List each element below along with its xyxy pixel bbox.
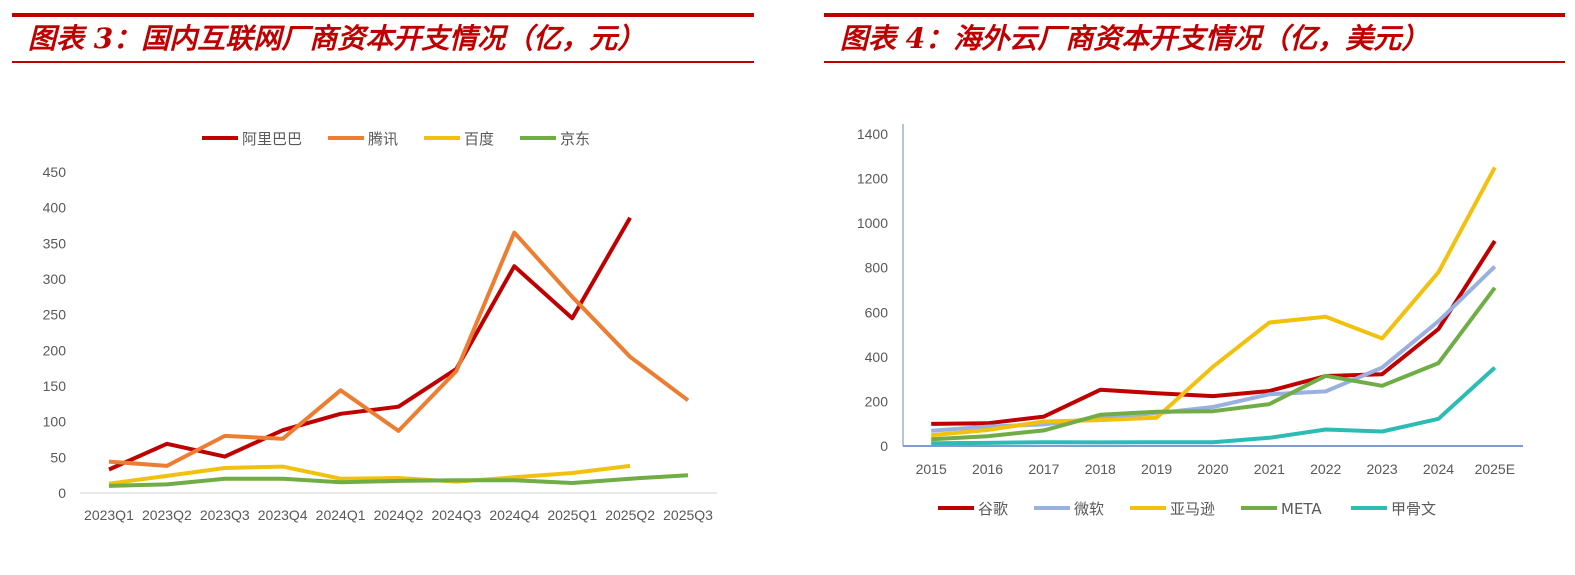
x-tick-label: 2018 — [1085, 461, 1116, 477]
x-tick-label: 2025Q1 — [547, 507, 597, 523]
legend-item: 谷歌 — [938, 500, 1008, 518]
x-tick-label: 2023Q1 — [84, 507, 134, 523]
chart-panel-domestic: 图表 3：国内互联网厂商资本开支情况（亿，元） — [12, 0, 754, 575]
title-rule-top — [12, 13, 754, 17]
series-line — [108, 473, 689, 488]
legend-label: 甲骨文 — [1391, 500, 1436, 518]
x-tick-label: 2020 — [1197, 461, 1228, 477]
x-tick-label: 2024Q3 — [431, 507, 481, 523]
title-rule-bottom — [12, 61, 754, 63]
legend-label: 亚马逊 — [1170, 500, 1215, 518]
y-tick-label: 250 — [43, 307, 67, 323]
x-tick-label: 2023Q4 — [258, 507, 308, 523]
y-tick-label: 800 — [865, 260, 889, 276]
y-tick-label: 1000 — [857, 215, 888, 231]
legend-label: 微软 — [1074, 500, 1104, 518]
legend-label: 阿里巴巴 — [242, 130, 302, 148]
legend-item: META — [1241, 500, 1322, 518]
series-line — [931, 286, 1497, 442]
legend-item: 腾讯 — [328, 130, 398, 148]
x-tick-label: 2025Q2 — [605, 507, 655, 523]
x-tick-label: 2023Q3 — [200, 507, 250, 523]
x-tick-label: 2024 — [1423, 461, 1454, 477]
y-tick-label: 50 — [50, 449, 66, 465]
series-line — [931, 366, 1497, 446]
series-line — [931, 166, 1497, 438]
x-tick-label: 2021 — [1254, 461, 1285, 477]
title-rule-bottom — [824, 61, 1565, 63]
y-tick-label: 1200 — [857, 171, 888, 187]
legend-label: 百度 — [464, 130, 494, 148]
y-tick-label: 600 — [865, 304, 889, 320]
series-line — [931, 265, 1497, 433]
x-tick-label: 2015 — [916, 461, 947, 477]
legend-label: 京东 — [560, 130, 590, 148]
legend-label: 腾讯 — [368, 130, 398, 148]
x-tick-label: 2016 — [972, 461, 1003, 477]
x-tick-label: 2024Q2 — [374, 507, 424, 523]
y-tick-label: 200 — [43, 342, 67, 358]
x-tick-label: 2017 — [1028, 461, 1059, 477]
y-tick-label: 350 — [43, 235, 67, 251]
x-tick-label: 2025Q3 — [663, 507, 713, 523]
chart-panel-overseas: 图表 4：海外云厂商资本开支情况（亿，美元） — [824, 0, 1565, 575]
chart-title: 图表 4：海外云厂商资本开支情况（亿，美元） — [840, 22, 1430, 55]
legend-item: 京东 — [520, 130, 590, 148]
title-rule-top — [824, 13, 1565, 17]
series-line — [931, 239, 1497, 426]
y-tick-label: 450 — [43, 164, 67, 180]
legend-item: 百度 — [424, 130, 494, 148]
legend-label: 谷歌 — [978, 500, 1008, 518]
series-line — [108, 463, 631, 486]
series-line — [108, 230, 690, 468]
x-tick-label: 2022 — [1310, 461, 1341, 477]
y-tick-label: 300 — [43, 271, 67, 287]
legend-label: META — [1281, 500, 1322, 518]
legend-item: 阿里巴巴 — [202, 130, 302, 148]
y-tick-label: 400 — [865, 349, 889, 365]
y-tick-label: 100 — [43, 414, 67, 430]
x-tick-label: 2019 — [1141, 461, 1172, 477]
legend-item: 甲骨文 — [1351, 500, 1436, 518]
y-tick-label: 0 — [880, 438, 888, 454]
x-tick-label: 2025E — [1475, 461, 1515, 477]
x-tick-label: 2023 — [1367, 461, 1398, 477]
y-tick-label: 150 — [43, 378, 67, 394]
x-tick-label: 2023Q2 — [142, 507, 192, 523]
y-tick-label: 400 — [43, 200, 67, 216]
chart-title: 图表 3：国内互联网厂商资本开支情况（亿，元） — [28, 22, 646, 55]
legend-item: 亚马逊 — [1130, 500, 1215, 518]
y-tick-label: 1400 — [857, 126, 888, 142]
x-tick-label: 2024Q1 — [316, 507, 366, 523]
y-tick-label: 0 — [58, 485, 66, 501]
x-tick-label: 2024Q4 — [489, 507, 539, 523]
legend-item: 微软 — [1034, 500, 1104, 518]
y-tick-label: 200 — [865, 393, 889, 409]
